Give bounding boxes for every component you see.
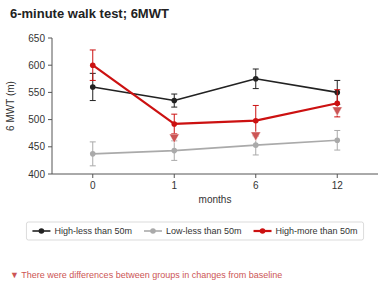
legend-label: Low-less than 50m [166, 226, 242, 236]
error-bar [334, 130, 340, 150]
error-bar [171, 114, 177, 134]
point [171, 148, 177, 154]
x-axis-label: months [199, 194, 232, 205]
chart-container: 6-minute walk test; 6MWT 400 450 500 550 600 6… [0, 0, 390, 290]
x-tick-label: 12 [332, 180, 344, 191]
point [253, 76, 259, 82]
point [90, 62, 96, 68]
x-tick [92, 174, 93, 178]
x-tick-label: 6 [253, 180, 259, 191]
legend-item: High-less than 50m [32, 226, 132, 236]
significance-marker [332, 107, 342, 116]
x-tick [174, 174, 175, 178]
series [90, 50, 341, 136]
x-tick [255, 174, 256, 178]
significance-marker [251, 132, 261, 141]
series-line [93, 79, 338, 101]
y-axis-line [52, 38, 53, 174]
y-tick [48, 119, 52, 120]
y-axis-label: 6 MWT (m) [5, 81, 16, 131]
point [334, 100, 340, 106]
y-tick-label: 400 [28, 169, 45, 180]
y-tick [48, 92, 52, 93]
point [334, 137, 340, 143]
point [253, 118, 259, 124]
point [171, 121, 177, 127]
title: 6-minute walk test; 6MWT [10, 6, 169, 21]
significance-marker [169, 134, 179, 143]
legend-frame [26, 222, 363, 240]
y-tick [48, 38, 52, 39]
chart: 6-minute walk test; 6MWT 400 450 500 550 600 6… [0, 0, 390, 290]
x-axis-line [52, 174, 378, 175]
plot-area [90, 50, 343, 166]
point [171, 98, 177, 104]
point [90, 84, 96, 90]
y-tick [48, 146, 52, 147]
legend-item: High-more than 50m [254, 226, 358, 236]
x-tick [337, 174, 338, 178]
y-tick-label: 600 [28, 60, 45, 71]
legend-label: High-less than 50m [54, 226, 132, 236]
error-bar [90, 50, 96, 80]
y-tick-label: 650 [28, 33, 45, 44]
error-bar [253, 69, 259, 89]
legend-marker [150, 228, 156, 234]
legend-item: Low-less than 50m [144, 226, 242, 236]
legend-label: High-more than 50m [276, 226, 358, 236]
legend-marker [39, 228, 45, 234]
y-tick [48, 174, 52, 175]
series-line [93, 65, 338, 124]
error-bar [253, 105, 259, 135]
x-tick-label: 0 [90, 180, 96, 191]
series-line [93, 140, 338, 154]
footnote: ▼ There were differences between groups … [10, 270, 282, 280]
error-bar [171, 141, 177, 161]
y-tick-label: 550 [28, 87, 45, 98]
point [253, 142, 259, 148]
y-tick-label: 500 [28, 114, 45, 125]
significance-markers [169, 107, 342, 143]
legend-marker [260, 228, 266, 234]
error-bar [171, 94, 177, 107]
y-tick [48, 65, 52, 66]
series [90, 130, 341, 165]
error-bar [90, 142, 96, 166]
point [90, 151, 96, 157]
y-tick-label: 450 [28, 141, 45, 152]
series [90, 69, 341, 107]
axes: 400 450 500 550 600 650 6 MWT (m) 0 1 6 12 months [5, 33, 378, 206]
legend: High-less than 50m Low-less than 50m High-… [26, 222, 363, 240]
x-tick-label: 1 [171, 180, 177, 191]
